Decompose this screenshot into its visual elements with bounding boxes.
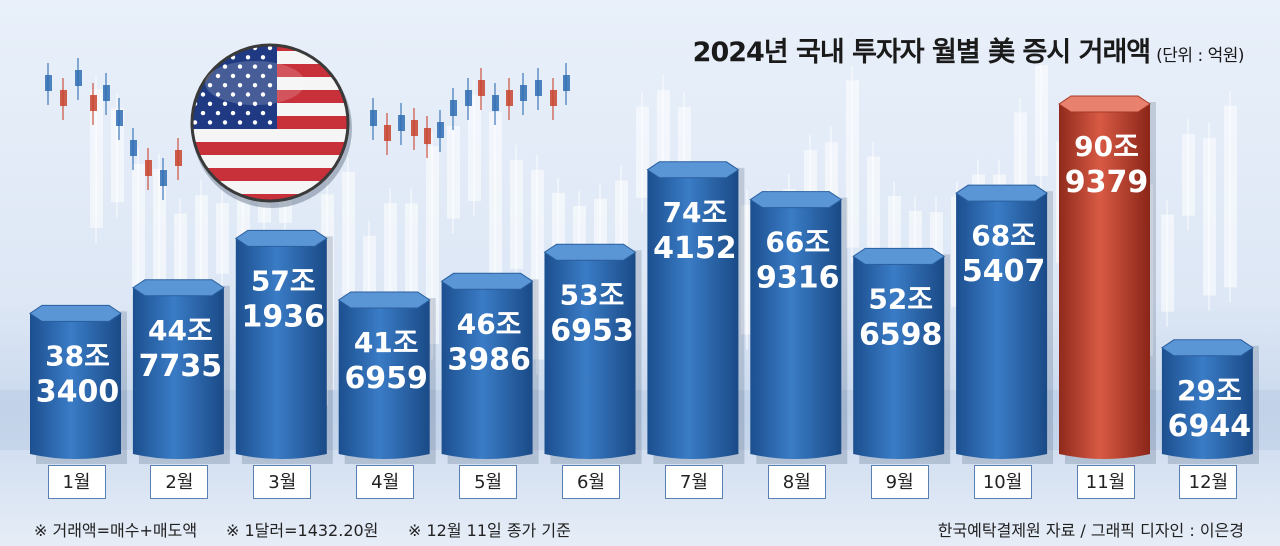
- bar-value-bottom-label: 5407: [962, 254, 1046, 289]
- source-credit: 한국예탁결제원 자료 / 그래픽 디자인 : 이은경: [937, 521, 1244, 540]
- bar-value-top-label: 44조: [148, 314, 213, 347]
- us-flag-icon: [190, 43, 352, 208]
- unit-label: (단위 : 억원): [1156, 46, 1244, 66]
- bar-value-top-label: 68조: [971, 219, 1036, 252]
- month-label: 12월: [1179, 465, 1238, 499]
- bar-3월: [234, 229, 333, 464]
- month-label: 2월: [150, 465, 209, 499]
- bar-9월: [852, 247, 951, 464]
- bar-value-top-label: 66조: [765, 226, 830, 259]
- bar-10월: [955, 184, 1054, 464]
- month-label: 8월: [767, 465, 826, 499]
- month-label: 10월: [973, 465, 1032, 499]
- bar-1월: [29, 304, 127, 464]
- month-label: 7월: [664, 465, 723, 499]
- chart-title-block: 2024년 국내 투자자 월별 美 증시 거래액 (단위 : 억원): [692, 30, 1245, 69]
- bar-value-bottom-label: 6944: [1168, 409, 1252, 444]
- bar-value-bottom-label: 4152: [653, 231, 737, 266]
- bar-value-top-label: 41조: [354, 326, 419, 359]
- bar-12월: [1160, 339, 1259, 464]
- note-base-date: ※ 12월 11일 종가 기준: [408, 521, 571, 540]
- month-label: 6월: [562, 465, 620, 499]
- bar-value-top-label: 90조: [1074, 130, 1139, 163]
- month-label: 4월: [356, 465, 415, 499]
- bar-11월: [1058, 95, 1156, 464]
- bar-value-top-label: 38조: [45, 339, 110, 372]
- bar-value-bottom-label: 6959: [344, 361, 428, 396]
- bar-value-bottom-label: 6953: [550, 313, 634, 348]
- bar-8월: [749, 191, 848, 464]
- note-exchange-rate: ※ 1달러=1432.20원: [226, 521, 379, 540]
- bar-5월: [440, 272, 539, 464]
- bar-value-top-label: 52조: [868, 282, 933, 315]
- bar-4월: [337, 291, 436, 464]
- bar-value-bottom-label: 6598: [859, 317, 943, 352]
- bar-6월: [543, 243, 642, 464]
- bar-value-top-label: 57조: [251, 264, 316, 297]
- bar-value-top-label: 53조: [560, 278, 625, 311]
- bar-value-bottom-label: 7735: [139, 349, 223, 384]
- bar-value-top-label: 29조: [1177, 374, 1242, 407]
- month-label: 1월: [47, 465, 106, 499]
- bar-value-bottom-label: 9316: [756, 261, 840, 296]
- bar-value-bottom-label: 3400: [36, 374, 120, 409]
- bar-value-top-label: 46조: [457, 307, 522, 340]
- bar-2월: [131, 279, 230, 464]
- month-label: 9월: [870, 465, 929, 499]
- note-trade-definition: ※ 거래액=매수+매도액: [34, 521, 198, 540]
- month-label: 3월: [253, 465, 312, 499]
- month-label: 11월: [1076, 465, 1135, 499]
- bar-value-bottom-label: 3986: [447, 342, 531, 377]
- bar-value-bottom-label: 9379: [1065, 165, 1149, 200]
- chart-title: 2024년 국내 투자자 월별 美 증시 거래액: [692, 37, 1151, 68]
- bar-value-bottom-label: 1936: [242, 299, 326, 334]
- month-label: 5월: [459, 465, 518, 499]
- bar-7월: [646, 161, 745, 464]
- bar-value-top-label: 74조: [663, 196, 728, 229]
